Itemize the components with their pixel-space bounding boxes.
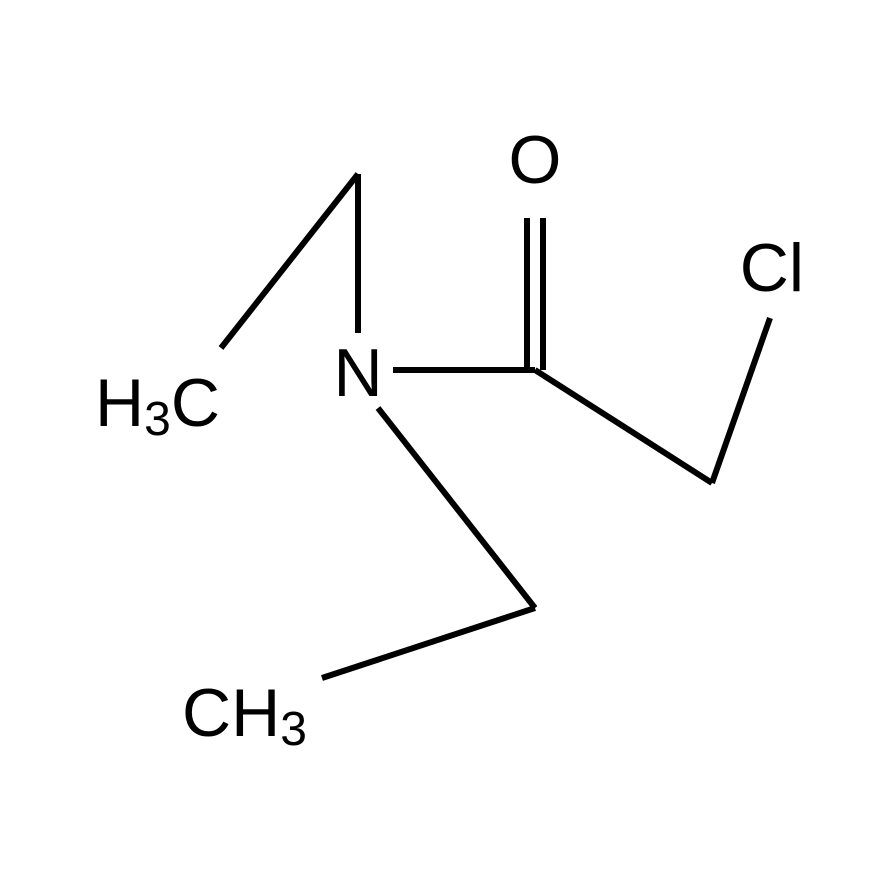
bond-single (221, 174, 358, 348)
bond-single (535, 370, 712, 483)
molecule-diagram: N O Cl H3C CH3 (0, 0, 890, 890)
bond-single (322, 608, 535, 678)
bond-single (378, 408, 535, 608)
atom-label-O: O (509, 122, 562, 198)
atom-label-N: N (333, 335, 382, 411)
atom-label-Cl: Cl (740, 230, 804, 306)
atom-label-CH3a: H3C (95, 365, 220, 446)
atom-label-CH3b: CH3 (182, 675, 307, 756)
bond-single (712, 318, 770, 483)
